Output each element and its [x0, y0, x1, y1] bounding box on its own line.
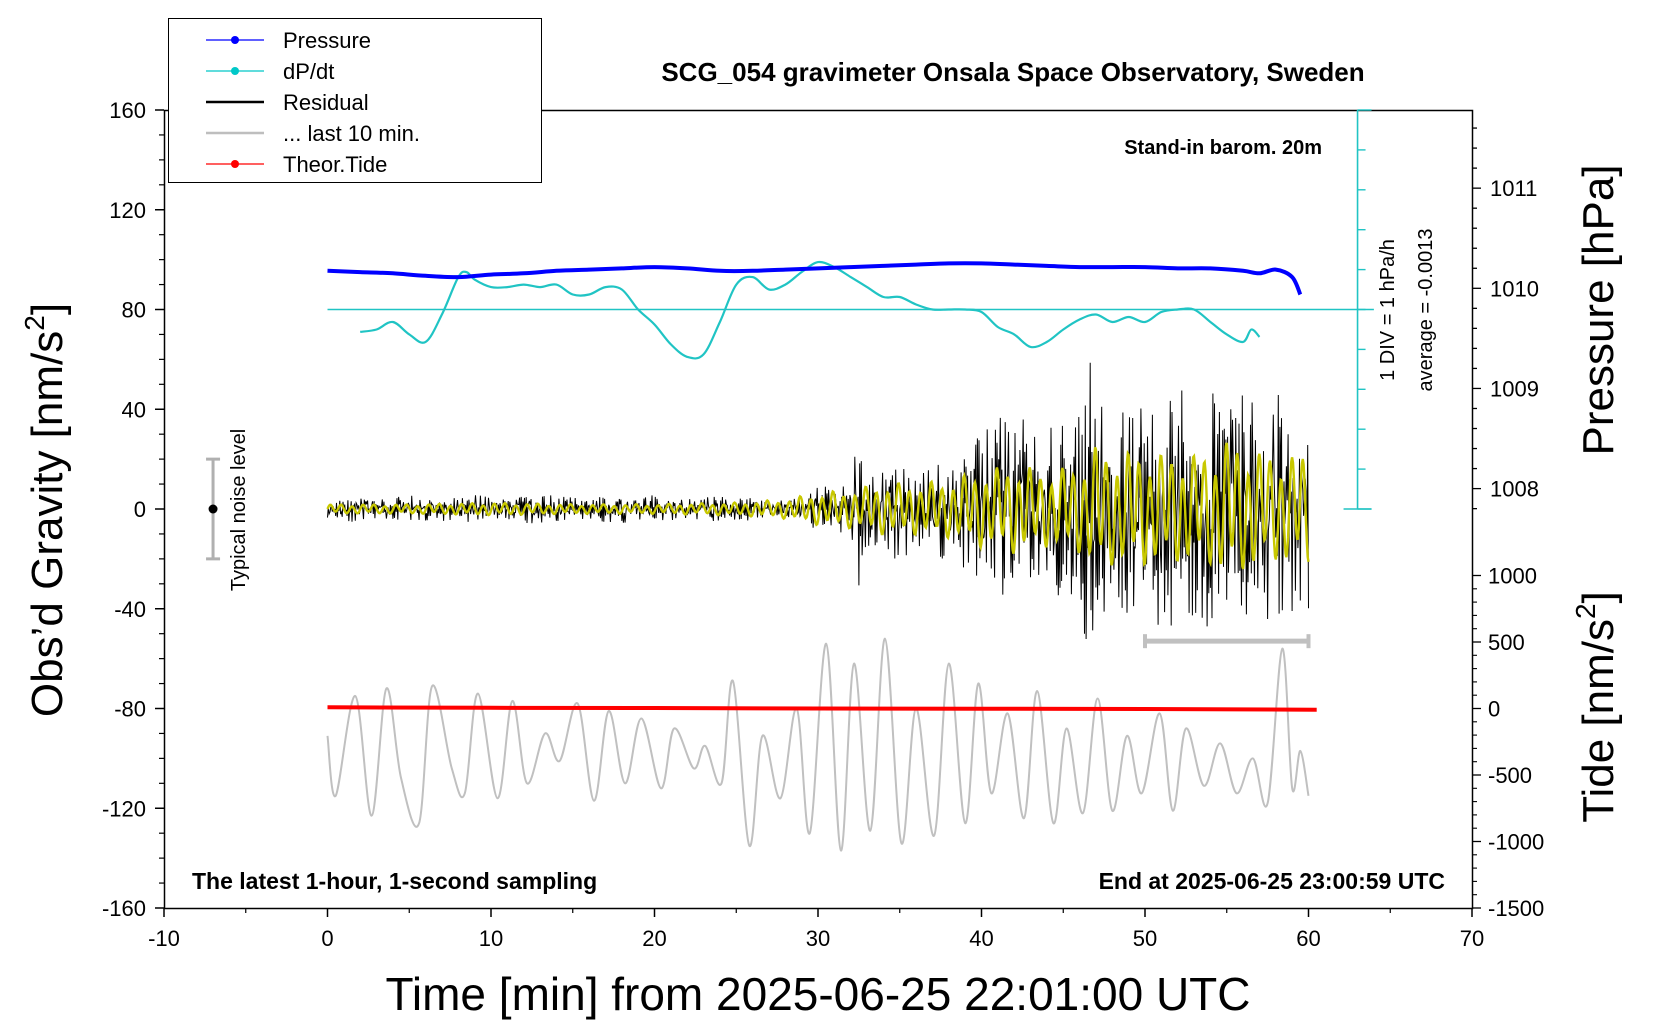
latest-note: The latest 1-hour, 1-second sampling — [192, 868, 597, 894]
y-tick-label: 0 — [134, 497, 146, 522]
noise-level-label: Typical noise level — [228, 429, 250, 591]
y-axis-title-tide-end: ] — [1574, 591, 1623, 603]
y-tick-label: 120 — [109, 198, 146, 223]
average-label: average = -0.0013 — [1415, 229, 1437, 392]
y-tick-label: -80 — [114, 697, 146, 722]
legend-label: Residual — [283, 90, 369, 115]
axis-ticks: -10 0 10 20 30 40 50 60 70 -160 -120 -80 -40 0 40 80 120… — [102, 98, 1544, 951]
pressure-tick-label: 1009 — [1490, 376, 1539, 401]
legend-marker — [231, 160, 239, 168]
legend-box — [168, 18, 542, 183]
series-residual — [327, 362, 1309, 640]
x-tick-label: -10 — [148, 926, 180, 951]
y-axis-title-left-end: ] — [23, 303, 72, 315]
legend-label: dP/dt — [283, 59, 334, 84]
x-tick-label: 70 — [1460, 926, 1484, 951]
y-axis-title-left-main: Obs’d Gravity [nm/s — [23, 331, 72, 717]
chart-title: SCG_054 gravimeter Onsala Space Observat… — [661, 57, 1364, 87]
y-tick-label: 40 — [122, 397, 146, 422]
series-dpdt — [360, 260, 1261, 360]
y-tick-label: 80 — [122, 298, 146, 323]
y-axis-title-left: Obs’d Gravity [nm/s2] — [19, 303, 72, 717]
tide-tick-label: 0 — [1488, 697, 1500, 722]
y-tick-label: -120 — [102, 796, 146, 821]
legend-label: Theor.Tide — [283, 152, 387, 177]
x-tick-label: 0 — [321, 926, 333, 951]
legend-label: Pressure — [283, 28, 371, 53]
series-theor-tide — [327, 705, 1317, 712]
tide-tick-label: -1500 — [1488, 896, 1544, 921]
series-last-10-min — [326, 637, 1310, 852]
x-tick-label: 30 — [806, 926, 830, 951]
y-axis-title-tide-main: Tide [nm/s — [1574, 619, 1623, 823]
series-residual-smoothed — [326, 442, 1310, 570]
x-tick-label: 20 — [642, 926, 666, 951]
legend-marker — [231, 36, 239, 44]
y-axis-title-left-sup: 2 — [19, 315, 50, 331]
legend-marker — [231, 67, 239, 75]
noise-level-point — [208, 504, 218, 514]
pressure-tick-label: 1011 — [1490, 176, 1537, 201]
legend-label: ... last 10 min. — [283, 121, 420, 146]
x-tick-label: 10 — [479, 926, 503, 951]
tide-tick-label: -500 — [1488, 763, 1532, 788]
y-axis-title-tide: Tide [nm/s2] — [1570, 591, 1623, 823]
legend: Pressure dP/dt Residual ... last 10 min. The… — [168, 18, 542, 183]
pressure-tick-label: 1008 — [1490, 477, 1539, 502]
dpdt-scale — [1343, 109, 1372, 510]
series-pressure — [327, 261, 1303, 296]
tide-tick-label: 1000 — [1488, 564, 1537, 589]
stand-in-note: Stand-in barom. 20m — [1124, 137, 1322, 159]
end-at-note: End at 2025-06-25 23:00:59 UTC — [1099, 868, 1445, 894]
series-layer — [206, 260, 1317, 852]
x-tick-label: 50 — [1133, 926, 1157, 951]
y-axis-title-tide-sup: 2 — [1570, 603, 1601, 619]
tide-tick-label: 500 — [1488, 630, 1525, 655]
legend-items: Pressure dP/dt Residual ... last 10 min. The… — [206, 28, 420, 177]
y-axis-title-pressure: Pressure [hPa] — [1574, 164, 1623, 455]
y-tick-label: -40 — [114, 597, 146, 622]
x-axis-title: Time [min] from 2025-06-25 22:01:00 UTC — [386, 968, 1251, 1020]
x-tick-label: 60 — [1296, 926, 1320, 951]
x-tick-label: 40 — [969, 926, 993, 951]
tide-tick-label: -1000 — [1488, 830, 1544, 855]
y-tick-label: -160 — [102, 896, 146, 921]
y-tick-label: 160 — [109, 98, 146, 123]
pressure-tick-label: 1010 — [1490, 276, 1539, 301]
div-label: 1 DIV = 1 hPa/h — [1377, 239, 1399, 381]
